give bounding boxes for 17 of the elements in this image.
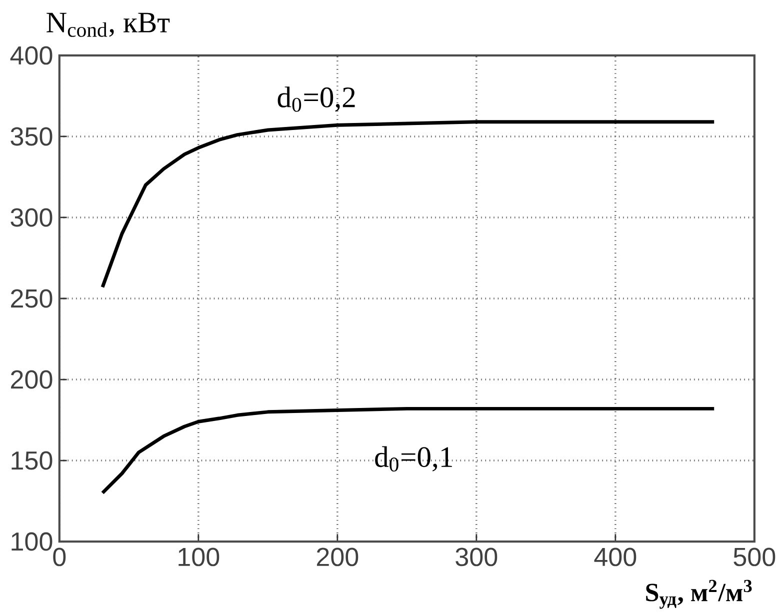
x-tick-label: 0 bbox=[53, 548, 66, 566]
annotation: d$_{0}$=0,1 bbox=[375, 446, 452, 472]
x-tick-label: 300 bbox=[456, 548, 498, 566]
x-tick-label: 200 bbox=[316, 548, 358, 566]
y-tick-label: 300 bbox=[10, 208, 52, 227]
annotation: d$_{0}$=0,2 bbox=[278, 86, 355, 112]
y-axis-title: N$_{cond}$, кВт bbox=[46, 13, 170, 38]
y-tick-label: 150 bbox=[12, 452, 52, 470]
x-tick-label: 500 bbox=[734, 548, 776, 566]
x-axis-title: S$_{уд}$, м$^{2}$/м$^{3}$ bbox=[646, 580, 752, 609]
y-tick-label: 200 bbox=[11, 370, 52, 389]
x-tick-label: 400 bbox=[594, 548, 636, 566]
x-tick-label: 100 bbox=[178, 548, 220, 566]
y-tick-label: 350 bbox=[10, 127, 52, 146]
y-tick-label: 250 bbox=[11, 289, 52, 308]
y-tick-label: 100 bbox=[12, 532, 52, 551]
y-tick-label: 400 bbox=[10, 46, 52, 65]
